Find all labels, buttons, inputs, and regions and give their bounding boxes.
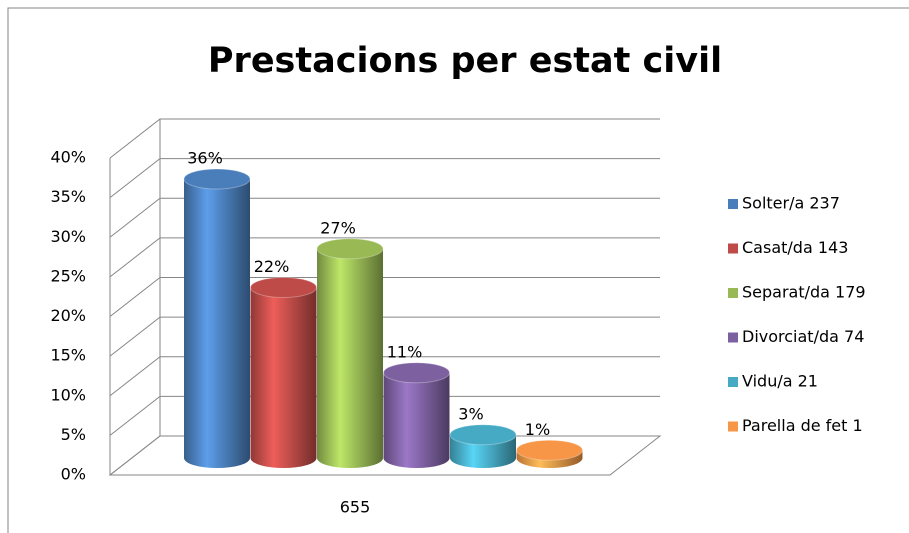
bar-top (516, 439, 583, 461)
legend-swatch (728, 332, 738, 343)
y-tick-label: 25% (50, 266, 86, 285)
legend-label: Separat/da 179 (742, 283, 866, 302)
y-tick-label: 20% (50, 306, 86, 325)
bar (317, 248, 383, 468)
data-label: 3% (458, 404, 483, 423)
legend-swatch (728, 243, 738, 254)
y-tick-label: 15% (50, 346, 86, 365)
y-tick-label: 0% (61, 465, 86, 484)
data-label: 22% (254, 257, 290, 276)
legend-label: Divorciat/da 74 (742, 327, 864, 346)
data-label: 27% (320, 218, 356, 237)
data-label: 11% (387, 342, 423, 361)
legend-swatch (728, 377, 738, 387)
y-tick-label: 30% (50, 227, 86, 246)
y-tick-label: 10% (50, 385, 86, 404)
legend-label: Solter/a 237 (742, 194, 840, 213)
legend-swatch (728, 288, 738, 298)
y-tick-label: 40% (50, 148, 86, 167)
bar (250, 287, 317, 468)
y-tick-label: 5% (61, 425, 86, 444)
bar-top (449, 424, 517, 446)
y-tick-label: 35% (50, 187, 86, 206)
bar (383, 372, 450, 468)
bar-top (250, 277, 317, 298)
legend-swatch (728, 199, 738, 209)
bar-top (316, 238, 384, 260)
legend-label: Parella de fet 1 (742, 416, 863, 435)
data-label: 36% (187, 149, 223, 168)
x-tick-label: 655 (340, 498, 371, 517)
bar-top (183, 168, 251, 190)
legend-label: Casat/da 143 (742, 238, 848, 257)
legend-label: Vidu/a 21 (742, 372, 818, 391)
data-label: 1% (525, 420, 550, 439)
bar (184, 179, 250, 468)
chart-title: Prestacions per estat civil (208, 41, 722, 81)
bar-top (383, 362, 450, 384)
legend-swatch (728, 421, 738, 432)
